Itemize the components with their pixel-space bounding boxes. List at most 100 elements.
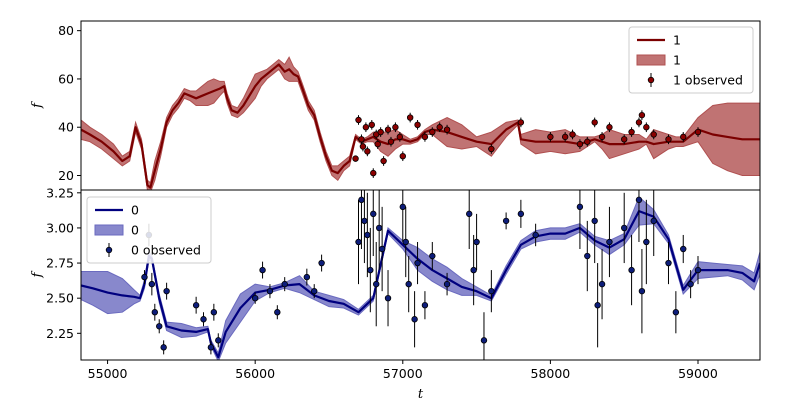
chart-top-series-1-point (576, 140, 584, 148)
chart-bottom-series-1-point (399, 203, 406, 211)
chart-bottom-series-1-point (141, 273, 148, 281)
chart-bottom-series-1-point (364, 231, 371, 239)
chart-bottom-xlabel: t (418, 387, 424, 400)
chart-bottom-series-1-point (517, 210, 525, 218)
chart-bottom-xtick-label: 58000 (531, 366, 571, 381)
chart-bottom-series-1-point (274, 309, 281, 316)
chart-top-series-1-point (359, 143, 367, 150)
chart-top-series-1-point (628, 128, 635, 136)
legend-band-key (636, 54, 666, 66)
chart-bottom-xtick-label: 57000 (383, 366, 423, 381)
chart-bottom-series-1-point (303, 273, 311, 281)
chart-top-series-1-point (488, 145, 495, 153)
chart-bottom-series-1-point (680, 245, 687, 253)
chart-bottom-series-1-point (378, 245, 386, 253)
chart-bottom-series-1-point (628, 266, 635, 274)
chart-bottom-series-1-point (443, 280, 451, 288)
chart-bottom-series-1-point (672, 309, 680, 316)
chart-bottom-series-1-point (532, 231, 539, 239)
chart-bottom-series-1-point (311, 287, 318, 295)
chart-top-series-1-point (591, 119, 598, 126)
chart-bottom-series-1-point (502, 217, 510, 225)
chart-top-series-0-band (81, 56, 760, 190)
chart-bottom-xtick-label: 55000 (88, 366, 128, 381)
chart-bottom-series-1-point (266, 287, 274, 295)
legend-entry-label: 1 (673, 53, 681, 68)
chart-top-series-1-point (517, 119, 525, 126)
chart-bottom-series-1-point (402, 238, 409, 246)
chart-top-series-1-point (606, 124, 613, 131)
chart-bottom-series-1-point (251, 294, 259, 302)
chart-top-series-1-point (421, 133, 429, 141)
chart-bottom-ytick-label: 2.25 (46, 326, 74, 341)
bottom-panel: 2.25 2.50 2.75 3.00 3.25 55000 56000 57000 58000… (30, 185, 761, 400)
chart-bottom-series-1-point (375, 224, 383, 232)
chart-bottom-series-1-point (384, 294, 392, 302)
chart-top-series-1-point (364, 148, 371, 155)
chart-top-series-1-point (406, 114, 414, 121)
chart-bottom-series-1-point (281, 280, 288, 288)
chart-top-ytick-label: 80 (58, 23, 74, 38)
chart-bottom-series-1-point (414, 259, 421, 267)
chart-bottom-series-1-point (148, 280, 156, 288)
chart-bottom-series-1-point (318, 259, 325, 267)
chart-top-series-1-point (396, 133, 404, 141)
chart-bottom-series-1-point (259, 266, 266, 274)
chart-bottom-xtick-label: 56000 (235, 366, 275, 381)
chart-bottom-series-1-point (200, 316, 207, 323)
legend-entry-label: 0 (131, 223, 139, 238)
chart-top-series-1-point (377, 128, 384, 136)
chart-top-series-1-point (561, 133, 569, 141)
chart-bottom-series-1-point (576, 203, 584, 211)
chart-top-ytick-label: 20 (58, 168, 74, 183)
chart-top-series-1-point (643, 124, 650, 131)
chart-top-series-1-point (362, 124, 370, 131)
chart-top-series-1-point (414, 121, 421, 129)
chart-top-series-1-point (399, 152, 406, 160)
chart-bottom-series-1-point (598, 280, 606, 288)
chart-top-legend: 1 1 1 observed (628, 26, 754, 94)
chart-bottom-series-1-point (411, 316, 418, 323)
chart-top-series-1-point (429, 128, 436, 136)
chart-top-series-1-point (392, 124, 399, 131)
chart-top-series-1-point (638, 111, 646, 119)
chart-bottom-series-1-point (405, 280, 412, 288)
chart-bottom-series-1-point (694, 266, 702, 274)
chart-top-ytick-label: 60 (58, 71, 74, 86)
legend-entry-label: 1 (673, 33, 681, 48)
chart-bottom-series-1-point (650, 217, 657, 225)
chart-bottom-series-1-point (163, 287, 170, 295)
chart-bottom-legend: 0 0 0 observed (86, 196, 212, 264)
chart-bottom-series-1-point (370, 210, 377, 218)
chart-bottom-ylabel: f (30, 270, 45, 278)
chart-top-series-1-point (370, 169, 377, 177)
chart-top-series-1-point (598, 133, 606, 141)
chart-bottom-series-0-line (81, 210, 760, 359)
legend-point-key (105, 246, 113, 254)
chart-bottom-ytick-label: 2.75 (46, 256, 74, 271)
chart-bottom-ytick-label: 3.00 (46, 220, 74, 235)
chart-bottom-series-1-point (466, 210, 473, 218)
chart-bottom-ytick-label: 2.50 (46, 291, 74, 306)
legend-box (628, 26, 754, 94)
chart-top-ytick-label: 40 (58, 120, 74, 135)
chart-bottom-series-1-point (429, 252, 436, 260)
chart-bottom-series-1-point (591, 217, 598, 225)
chart-bottom-series-1-point (361, 217, 368, 225)
plot-area (81, 56, 760, 190)
chart-top-series-1-point (443, 126, 451, 133)
chart-bottom-xtick-label: 59000 (678, 366, 718, 381)
chart-bottom-series-1-point (210, 309, 218, 316)
legend-band-key (94, 224, 124, 236)
chart-top-series-1-point (352, 155, 359, 162)
legend-box (86, 196, 212, 264)
top-panel: 20 40 60 80 f 1 1 1 observed (30, 20, 761, 191)
chart-top-series-1-point (680, 133, 687, 141)
chart-top-series-1-point (368, 121, 375, 129)
chart-bottom-series-1-point (687, 280, 694, 288)
chart-bottom-series-1-point (160, 344, 167, 351)
legend-entry-label: 0 (131, 203, 139, 218)
chart-bottom-series-1-point (665, 259, 672, 267)
chart-bottom-frame (80, 189, 761, 361)
